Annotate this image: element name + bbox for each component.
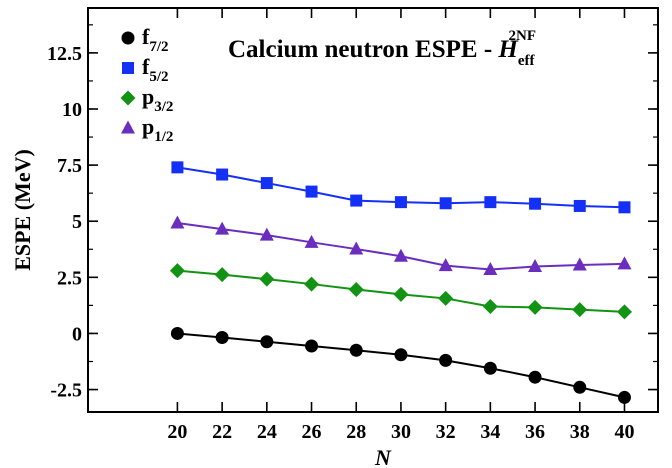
x-tick-label: 24 [257,421,277,443]
data-point [260,335,274,349]
legend-label-letter: p [142,84,154,109]
x-tick-label: 32 [436,421,456,443]
data-point [573,199,586,212]
series-layer [169,161,632,404]
series-p1-2 [170,215,632,275]
legend-label-sub: 5/2 [149,69,168,85]
data-point [349,241,364,255]
series-line [177,222,625,271]
x-tick-label: 40 [614,421,634,443]
legend-label-sub: 7/2 [149,39,168,55]
data-point [394,196,407,209]
legend-label: p1/2 [142,114,173,145]
legend-label-letter: p [142,114,154,139]
chart-title-main: Calcium neutron ESPE - [228,36,498,63]
data-point [572,302,588,318]
legend-label: f7/2 [142,24,169,55]
data-point [216,168,229,181]
series-f5-2 [171,161,631,214]
legend-marker [122,62,134,74]
data-point [528,370,542,384]
data-point [260,177,273,190]
legend-label-letter: f [142,54,150,79]
data-point [215,330,229,344]
data-point [527,299,543,315]
data-point [617,390,631,404]
y-tick-label: -2.5 [50,380,82,402]
data-point [617,256,632,270]
legend-label-sub: 3/2 [154,99,173,115]
chart-title-symbol: H [497,36,519,63]
data-point [528,259,543,273]
data-point [616,304,632,320]
legend-marker [121,120,135,134]
data-point [305,339,319,353]
y-tick-label: 12.5 [47,43,82,65]
legend-marker [120,90,136,106]
x-tick-label: 34 [480,421,500,443]
data-point [215,221,230,235]
data-point [438,290,454,306]
y-tick-label: 7.5 [57,155,82,177]
chart-title-sub: eff [518,53,536,69]
data-point [439,353,453,367]
data-point [171,161,184,174]
data-point [484,196,497,209]
series-line [177,332,625,399]
x-tick-label: 22 [212,421,232,443]
data-point [214,267,230,283]
x-tick-label: 30 [391,421,411,443]
y-tick-label: 2.5 [57,267,82,289]
data-point [618,201,631,214]
data-point [439,197,452,210]
legend-label-letter: f [142,24,150,49]
data-point [170,215,185,229]
chart-title: Calcium neutron ESPE - Heff 2NF [228,28,536,69]
data-point [349,343,363,357]
x-axis-title: N [374,445,392,468]
x-tick-label: 38 [570,421,590,443]
legend-label: f5/2 [142,54,169,85]
data-point [483,261,498,275]
chart-title-sup: 2NF [509,28,537,44]
y-axis-title: ESPE (MeV) [10,149,35,271]
data-point [304,276,320,292]
data-point [305,185,318,198]
data-point [393,286,409,302]
data-point [259,271,275,287]
data-point [483,361,497,375]
plot-frame [87,7,659,413]
series-f7-2 [170,326,631,404]
data-point [529,197,542,210]
legend: f7/2f5/2p3/2p1/2 [120,24,173,145]
data-point [572,257,587,271]
legend-label-sub: 1/2 [154,129,173,145]
axes: 20 22 24 26 28 30 32 34 36 38 40 -2.5 0 2.5 5 7.5 10 12.5 [47,7,659,443]
data-point [482,299,498,315]
data-point [259,227,274,241]
y-tick-label: 0 [72,323,82,345]
data-point [348,281,364,297]
y-tick-label: 5 [72,211,82,233]
x-tick-label: 28 [346,421,366,443]
data-point [304,234,319,248]
x-tick-label: 36 [525,421,545,443]
legend-marker [121,31,135,45]
data-point [573,380,587,394]
x-tick-label: 26 [302,421,322,443]
data-point [169,263,185,279]
y-tick-label: 10 [62,99,82,121]
data-point [393,248,408,262]
data-point [170,326,184,340]
data-point [438,258,453,272]
series-p3-2 [169,263,632,320]
data-point [350,194,363,207]
x-tick-label: 20 [167,421,187,443]
legend-label: p3/2 [142,84,173,115]
data-point [394,348,408,362]
